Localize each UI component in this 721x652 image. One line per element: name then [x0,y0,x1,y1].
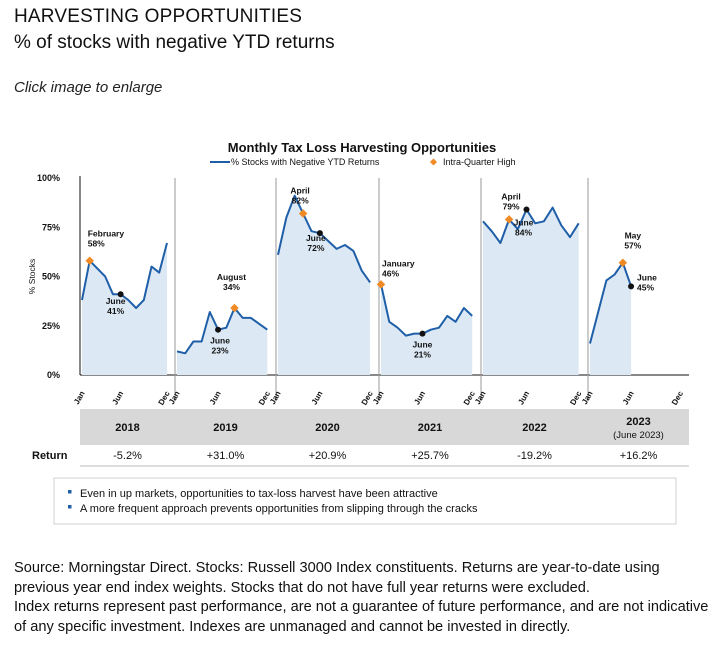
area-2021 [381,284,473,375]
return-value: -19.2% [517,450,552,462]
bullet-marker [68,505,72,509]
month-tick-label: Jun [310,389,325,406]
year-note: (June 2023) [613,430,664,441]
disclaimer-text: Index returns represent past performance… [14,599,709,635]
annotation-month-2018: June [106,296,126,306]
month-tick-label: Jun [621,389,636,406]
bullet-text: A more frequent approach prevents opport… [80,503,478,515]
return-row-label: Return [32,450,68,462]
line-2018 [81,242,168,309]
bullet-marker [68,490,72,494]
source-text: Source: Morningstar Direct. Stocks: Russ… [14,560,660,596]
june-marker-2021 [419,330,426,337]
month-tick-label: Jun [516,389,531,406]
june-marker-2020 [316,230,323,237]
annotation-value-2019: 34% [223,282,240,292]
year-label: 2021 [418,422,442,434]
y-axis-title: % Stocks [27,259,37,294]
high-marker-2020 [298,209,308,218]
area-2020 [278,195,371,375]
month-tick-label: Jan [167,389,182,406]
june-marker-2023 [628,283,635,290]
return-value: +31.0% [207,450,245,462]
annotation-month-2019: June [210,336,230,346]
line-2020 [277,194,371,283]
year-label: 2018 [115,422,139,434]
annotation-month-2019: August [217,272,246,282]
legend-high-marker [429,158,438,166]
legend-high-label: Intra-Quarter High [443,157,516,167]
y-tick-label: 25% [42,321,60,331]
month-tick-label: Jun [110,389,125,406]
area-2023 [590,262,632,375]
annotation-value-2022: 79% [503,201,520,211]
annotation-value-2019: 23% [212,346,229,356]
annotation-value-2018: 58% [88,239,105,249]
enlarge-image-link[interactable]: Click image to enlarge [14,79,163,96]
month-tick-label: Jun [208,389,223,406]
annotation-value-2022: 84% [515,228,532,238]
high-marker-2021 [376,280,386,289]
june-marker-2019 [215,326,222,333]
annotation-value-2023: 57% [624,241,641,251]
line-2022 [482,206,580,244]
month-tick-label: Jan [268,389,283,406]
annotation-month-2023: June [637,272,657,282]
line-2019 [176,307,268,355]
page-title: HARVESTING OPPORTUNITIES [14,6,303,27]
annotation-month-2021: June [413,340,433,350]
return-value: +16.2% [620,450,658,462]
annotation-month-2020: April [290,185,309,195]
year-label: 2023 [626,416,650,428]
bullet-box [53,477,677,525]
month-tick-label: Jan [371,389,386,406]
area-2019 [177,308,268,375]
annotation-value-2021: 46% [382,268,399,278]
y-tick-label: 50% [42,272,60,282]
month-tick-label: Jan [473,389,488,406]
line-2021 [380,284,473,337]
page-subtitle: % of stocks with negative YTD returns [14,32,335,53]
annotation-month-2023: May [625,231,642,241]
annotation-month-2022: April [501,191,520,201]
bullet-text: Even in up markets, opportunities to tax… [80,488,438,500]
year-label: 2020 [315,422,339,434]
month-tick-label: Jan [580,389,595,406]
area-2022 [483,207,579,375]
annotation-value-2018: 41% [107,306,124,316]
year-band [80,409,689,445]
month-tick-label: Dec [670,389,685,407]
area-2018 [82,243,167,375]
annotation-value-2023: 45% [637,282,654,292]
june-marker-2022 [523,206,530,213]
y-tick-label: 100% [37,173,60,183]
annotation-month-2018: February [88,229,125,239]
month-tick-label: Jan [72,389,87,406]
annotation-month-2020: June [306,233,326,243]
annotation-value-2021: 21% [414,350,431,360]
return-value: -5.2% [113,450,142,462]
chart-title: Monthly Tax Loss Harvesting Opportunitie… [228,140,496,155]
annotation-month-2021: January [382,258,415,268]
chart-image[interactable]: Monthly Tax Loss Harvesting Opportunitie… [22,135,702,527]
year-label: 2022 [522,422,546,434]
annotation-month-2022: June [514,218,534,228]
year-label: 2019 [213,422,237,434]
return-value: +20.9% [309,450,347,462]
month-tick-label: Jun [412,389,427,406]
source-note: Source: Morningstar Direct. Stocks: Russ… [14,559,714,637]
june-marker-2018 [117,291,124,298]
line-2023 [589,261,633,344]
high-marker-2022 [504,215,514,224]
annotation-value-2020: 72% [307,243,324,253]
y-tick-label: 75% [42,222,60,232]
return-value: +25.7% [411,450,449,462]
legend-series-label: % Stocks with Negative YTD Returns [231,157,380,167]
y-tick-label: 0% [47,370,60,380]
tax-loss-harvesting-chart: Monthly Tax Loss Harvesting Opportunitie… [27,140,689,525]
annotation-value-2020: 82% [292,195,309,205]
high-marker-2019 [230,303,239,313]
